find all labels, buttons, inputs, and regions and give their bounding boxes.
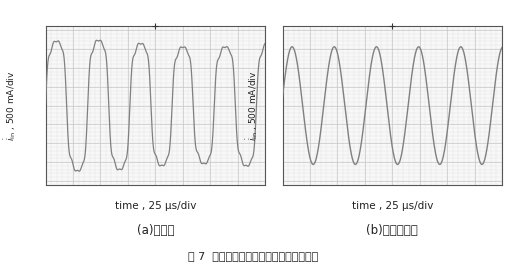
Text: time , 25 μs/div: time , 25 μs/div: [351, 201, 433, 211]
Text: time , 25 μs/div: time , 25 μs/div: [115, 201, 196, 211]
Text: (b)改进型系统: (b)改进型系统: [367, 224, 418, 237]
Text: $\dot{i}_{\rm in}$ , 500 mA/div: $\dot{i}_{\rm in}$ , 500 mA/div: [3, 70, 18, 141]
Text: 图 7  不同系统的逆变器输出电流实测波形: 图 7 不同系统的逆变器输出电流实测波形: [189, 251, 318, 261]
Text: (a)原系统: (a)原系统: [136, 224, 174, 237]
Text: $\dot{i}_{\rm in}$ , 500 mA/div: $\dot{i}_{\rm in}$ , 500 mA/div: [244, 70, 260, 141]
